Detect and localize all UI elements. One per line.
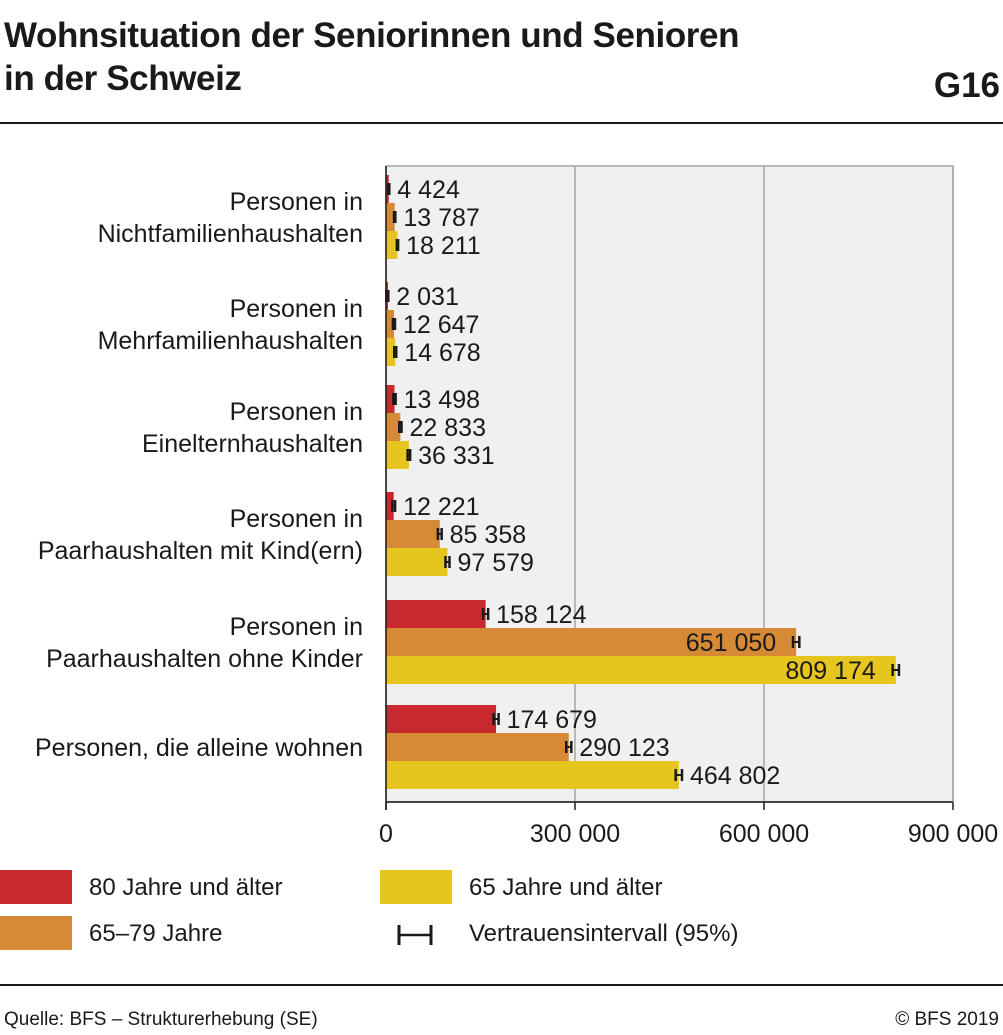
category-label: Personen in — [230, 188, 363, 216]
data-label: 97 579 — [457, 549, 533, 577]
data-label: 13 787 — [403, 204, 479, 232]
data-label: 4 424 — [397, 176, 460, 204]
category-label: Personen in — [230, 613, 363, 641]
bar — [386, 492, 394, 520]
legend-swatch-65-79 — [0, 916, 72, 950]
x-tick-label: 900 000 — [908, 820, 998, 848]
data-label: 174 679 — [507, 706, 597, 734]
bar — [386, 203, 395, 231]
confidence-interval-icon — [397, 925, 433, 945]
data-label: 22 833 — [410, 414, 486, 442]
legend-label-80-plus: 80 Jahre und älter — [89, 874, 283, 901]
bar — [386, 761, 679, 789]
bar — [386, 733, 569, 761]
bar — [386, 705, 497, 733]
bar — [386, 656, 896, 684]
legend-label-65-79: 65–79 Jahre — [89, 920, 223, 947]
data-label: 13 498 — [404, 386, 480, 414]
legend-label-confidence-interval: Vertrauensintervall (95%) — [469, 920, 739, 947]
source-note: Quelle: BFS – Strukturerhebung (SE) — [4, 1009, 318, 1030]
category-label: Paarhaushalten ohne Kinder — [46, 645, 363, 673]
data-label: 2 031 — [396, 283, 459, 311]
chart-number: G16 — [933, 66, 1000, 105]
x-tick-label: 300 000 — [530, 820, 620, 848]
bar — [386, 548, 448, 576]
copyright-note: © BFS 2019 — [895, 1009, 999, 1030]
category-label: Mehrfamilienhaushalten — [98, 327, 363, 355]
bar — [386, 628, 797, 656]
data-label: 12 221 — [403, 493, 479, 521]
data-label: 158 124 — [496, 601, 586, 629]
bottom-rule — [0, 984, 1003, 986]
chart-title-line-2: in der Schweiz — [4, 59, 242, 98]
data-label: 809 174 — [785, 657, 875, 685]
category-label: Nichtfamilienhaushalten — [98, 220, 363, 248]
data-label: 290 123 — [579, 734, 669, 762]
legend-swatch-80-plus — [0, 870, 72, 904]
x-tick-label: 600 000 — [719, 820, 809, 848]
data-label: 12 647 — [403, 311, 479, 339]
data-label: 36 331 — [418, 442, 494, 470]
bar — [386, 413, 401, 441]
category-label: Personen in — [230, 398, 363, 426]
bar — [386, 231, 398, 259]
category-label: Personen, die alleine wohnen — [35, 734, 363, 762]
chart-title-line-1: Wohnsituation der Seniorinnen und Senior… — [4, 16, 740, 55]
data-label: 14 678 — [404, 339, 480, 367]
legend-swatch-65-plus — [380, 870, 452, 904]
bar — [386, 338, 396, 366]
category-label: Personen in — [230, 295, 363, 323]
bar — [386, 600, 486, 628]
category-label: Personen in — [230, 505, 363, 533]
bar — [386, 385, 395, 413]
category-label: Paarhaushalten mit Kind(ern) — [38, 537, 363, 565]
bar — [386, 441, 409, 469]
data-label: 464 802 — [690, 762, 780, 790]
x-tick-label: 0 — [379, 820, 393, 848]
chart-title: Wohnsituation der Seniorinnen und Senior… — [4, 14, 864, 100]
plot-area — [386, 166, 953, 802]
bar-chart: 0 300 000 600 000 900 000 Personen in Nichtfa… — [35, 165, 998, 848]
data-label: 651 050 — [686, 629, 776, 657]
category-label: Einelternhaushalten — [142, 430, 363, 458]
legend-label-65-plus: 65 Jahre und älter — [469, 874, 663, 901]
data-label: 85 358 — [450, 521, 526, 549]
top-rule — [0, 122, 1003, 124]
data-label: 18 211 — [406, 232, 481, 260]
bar — [386, 310, 394, 338]
bar — [386, 520, 440, 548]
